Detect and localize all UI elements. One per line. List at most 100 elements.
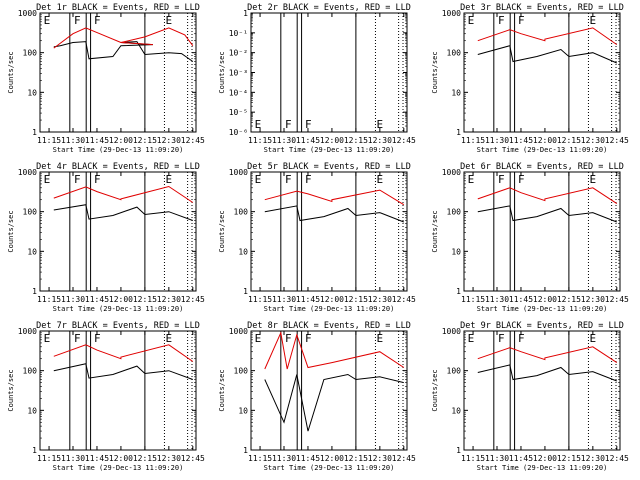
series-lld	[477, 27, 618, 46]
x-tick-label: 11:30	[485, 454, 509, 463]
x-tick-label: 11:45	[85, 454, 109, 463]
y-axis-label: Counts/sec	[218, 210, 226, 252]
x-tick-label: 12:15	[557, 454, 581, 463]
x-tick-label: 12:45	[392, 454, 416, 463]
x-tick-label: 11:30	[61, 295, 85, 304]
panel-title: Det 6r BLACK = Events, RED = LLD	[460, 162, 624, 172]
series-events	[477, 45, 617, 64]
y-tick-label: 10	[451, 247, 461, 256]
panel-det-9: Det 9r BLACK = Events, RED = LLD 1 10 100 10…	[431, 321, 629, 472]
marker-e: E	[589, 173, 596, 186]
x-tick-label: 11:15	[461, 136, 485, 145]
y-tick-label: 1	[32, 128, 37, 137]
x-tick-label: 12:15	[344, 454, 368, 463]
marker-e: E	[255, 332, 262, 345]
marker-f: F	[94, 14, 101, 27]
panel-title: Det 8r BLACK = Events, RED = LLD	[247, 321, 411, 331]
panel-title: Det 3r BLACK = Events, RED = LLD	[460, 3, 624, 13]
y-tick-label: 1000	[18, 168, 37, 177]
y-tick-label: 1000	[442, 168, 461, 177]
y-tick-label: 10	[238, 247, 248, 256]
x-tick-label: 11:45	[509, 136, 533, 145]
y-tick-label: 100	[447, 49, 462, 58]
series-events	[53, 41, 194, 62]
plot-frame	[463, 12, 621, 133]
marker-f: F	[74, 332, 81, 345]
plot-frame	[463, 171, 621, 292]
marker-f: F	[498, 14, 505, 27]
marker-f: F	[498, 173, 505, 186]
y-tick-label: 10	[27, 247, 37, 256]
marker-e: E	[589, 14, 596, 27]
y-tick-label: 1	[32, 287, 37, 296]
marker-e: E	[376, 332, 383, 345]
panel-title: Det 9r BLACK = Events, RED = LLD	[460, 321, 624, 331]
x-tick-label: 12:45	[181, 136, 205, 145]
y-tick-label: 1000	[442, 9, 461, 18]
y-tick-label: 1000	[229, 168, 248, 177]
x-axis-label: Start Time (29-Dec-13 11:09:20)	[477, 464, 608, 472]
x-axis-label: Start Time (29-Dec-13 11:09:20)	[264, 464, 395, 472]
y-tick-label: 10⁻⁴	[229, 88, 248, 97]
panel-det-6: Det 6r BLACK = Events, RED = LLD 1 10 100 10…	[431, 162, 629, 313]
x-tick-label: 12:45	[605, 295, 629, 304]
y-tick-label: 1	[243, 446, 248, 455]
panel-title: Det 7r BLACK = Events, RED = LLD	[36, 321, 200, 331]
y-tick-label: 1000	[442, 327, 461, 336]
marker-e: E	[376, 173, 383, 186]
y-tick-label: 10⁻¹	[229, 29, 248, 38]
y-tick-label: 1000	[18, 9, 37, 18]
marker-f: F	[305, 118, 312, 131]
y-axis-label: Counts/sec	[218, 51, 226, 93]
y-tick-label: 1	[456, 128, 461, 137]
plot-frame	[39, 330, 197, 451]
marker-f: F	[518, 14, 525, 27]
x-tick-label: 11:45	[296, 454, 320, 463]
y-tick-label: 1000	[229, 327, 248, 336]
plot-frame	[250, 12, 408, 133]
x-tick-label: 12:45	[605, 136, 629, 145]
panel-title: Det 1r BLACK = Events, RED = LLD	[36, 3, 200, 13]
x-tick-label: 12:00	[533, 454, 557, 463]
y-tick-label: 10⁻³	[229, 69, 248, 78]
plot-frame	[463, 330, 621, 451]
series-lld	[264, 331, 405, 370]
series-events	[53, 204, 193, 221]
marker-e: E	[44, 332, 51, 345]
y-tick-label: 10	[27, 88, 37, 97]
y-tick-label: 100	[23, 367, 38, 376]
x-tick-label: 12:30	[581, 454, 605, 463]
panel-title: Det 5r BLACK = Events, RED = LLD	[247, 162, 411, 172]
x-tick-label: 12:30	[157, 136, 181, 145]
y-tick-label: 1000	[18, 327, 37, 336]
marker-e: E	[468, 14, 475, 27]
marker-e: E	[165, 173, 172, 186]
series-lld	[264, 189, 405, 206]
panel-det-5: Det 5r BLACK = Events, RED = LLD 1 10 100 10…	[218, 162, 416, 313]
y-tick-label: 10⁻²	[229, 49, 248, 58]
x-tick-label: 11:15	[37, 454, 61, 463]
x-tick-label: 12:30	[368, 136, 392, 145]
series-lld	[53, 27, 194, 49]
x-tick-label: 11:45	[509, 454, 533, 463]
panel-det-8: Det 8r BLACK = Events, RED = LLD 1 10 100 10…	[218, 321, 416, 472]
panel-det-4: Det 4r BLACK = Events, RED = LLD 1 10 100 10…	[7, 162, 205, 313]
x-tick-label: 12:30	[581, 295, 605, 304]
x-tick-label: 11:30	[485, 136, 509, 145]
y-tick-label: 1	[243, 287, 248, 296]
series-lld	[53, 185, 194, 203]
x-tick-label: 12:15	[344, 295, 368, 304]
marker-f: F	[305, 173, 312, 186]
y-axis-label: Counts/sec	[7, 369, 15, 411]
panel-det-2: Det 2r BLACK = Events, RED = LLD 10⁻⁶ 10⁻⁵…	[218, 3, 416, 154]
series-events	[264, 205, 404, 223]
x-tick-label: 12:00	[320, 454, 344, 463]
series-events	[477, 364, 617, 382]
plot-frame	[250, 171, 408, 292]
x-axis-label: Start Time (29-Dec-13 11:09:20)	[53, 146, 184, 154]
plot-frame	[250, 330, 408, 451]
marker-e: E	[376, 118, 383, 131]
y-tick-label: 10⁻⁵	[229, 108, 248, 117]
y-tick-label: 100	[234, 367, 249, 376]
